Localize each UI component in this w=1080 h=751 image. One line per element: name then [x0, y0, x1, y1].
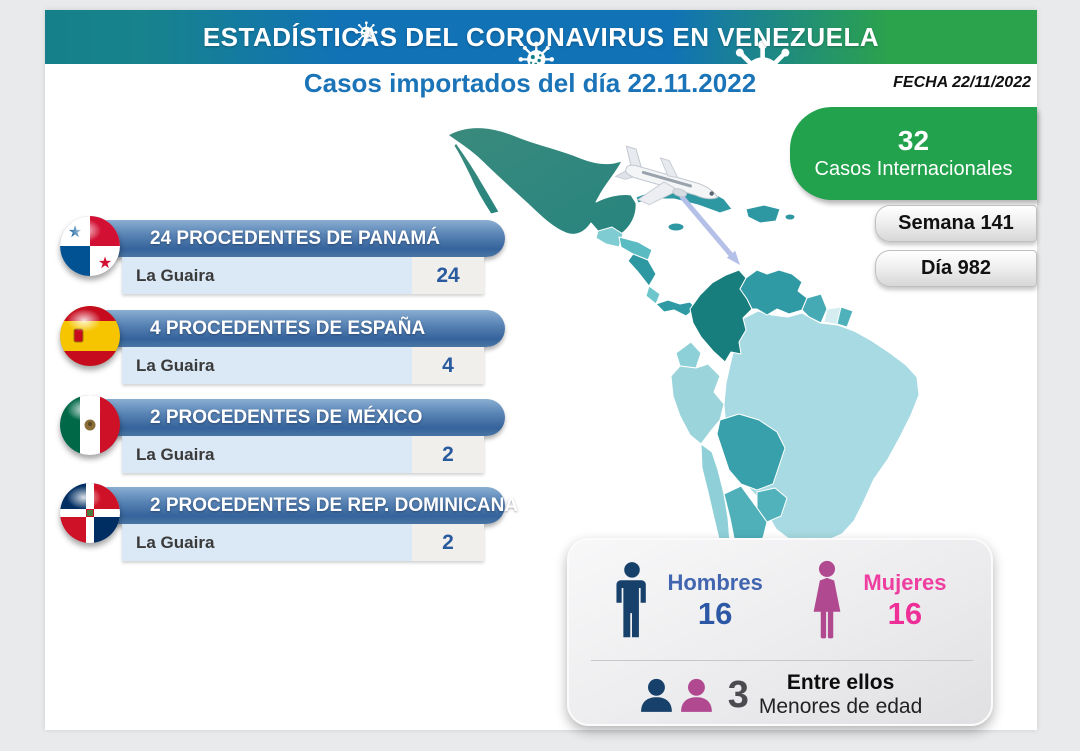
origin-title-bar: 24 PROCEDENTES DE PANAMÁ [100, 220, 505, 257]
origin-row-dominican-republic: 2 PROCEDENTES DE REP. DOMINICANA La Guai… [60, 483, 590, 565]
map-mexico [447, 127, 637, 238]
entry-row: La Guaira 24 [122, 257, 484, 294]
minors-line1: Entre ellos [786, 671, 895, 694]
divider [591, 660, 973, 661]
subtitle: Casos importados del día 22.11.2022 [303, 68, 757, 98]
map-colombia [689, 269, 753, 363]
minors-count: 3 [727, 674, 749, 716]
panama-flag-icon: ★ ★ [60, 216, 120, 276]
female-icon [813, 560, 841, 639]
entry-point-label: La Guaira [136, 265, 215, 285]
gender-row: Hombres 16 Mujeres 16 [569, 550, 991, 652]
spain-flag-icon [60, 306, 120, 366]
minors-row: 3 Entre ellos Menores de edad [569, 667, 991, 723]
men-count: 16 [697, 596, 733, 631]
arrow-icon [679, 194, 740, 265]
origin-title-bar: 2 PROCEDENTES DE REP. DOMINICANA [100, 487, 518, 524]
men-group: Hombres 16 [613, 560, 763, 642]
entry-point-label: La Guaira [136, 355, 215, 375]
week-badge: Semana 141 [875, 205, 1037, 242]
entry-count: 2 [412, 436, 484, 473]
svg-text:★: ★ [68, 224, 82, 241]
women-group: Mujeres 16 [807, 560, 946, 642]
airplane-icon [614, 145, 719, 206]
demographics-card: Hombres 16 Mujeres 16 [567, 538, 993, 726]
dominican-republic-flag-icon [60, 483, 120, 543]
minor-male-icon [640, 678, 712, 712]
page-title: ESTADÍSTICAS DEL CORONAVIRUS EN VENEZUEL… [202, 22, 880, 52]
entry-row: La Guaira 4 [122, 347, 484, 384]
entry-row: La Guaira 2 [122, 436, 484, 473]
entry-point-label: La Guaira [136, 532, 215, 552]
origin-row-panama: 24 PROCEDENTES DE PANAMÁ La Guaira 24 ★ … [60, 216, 590, 298]
minor-female-icon [680, 678, 712, 712]
svg-text:★: ★ [98, 255, 112, 272]
women-count: 16 [887, 596, 923, 631]
international-cases-label: Casos Internacionales [814, 157, 1013, 180]
date-label: FECHA 22/11/2022 [893, 74, 1031, 91]
latin-america-map [430, 113, 930, 544]
entry-count: 2 [412, 524, 484, 561]
entry-row: La Guaira 2 [122, 524, 484, 561]
entry-count: 24 [412, 257, 484, 294]
mexico-flag-icon [60, 395, 120, 455]
male-icon [616, 562, 647, 638]
day-badge: Día 982 [875, 250, 1037, 287]
entry-point-label: La Guaira [136, 444, 215, 464]
entry-count: 4 [412, 347, 484, 384]
women-label: Mujeres [863, 570, 947, 595]
header-band: ESTADÍSTICAS DEL CORONAVIRUS EN VENEZUEL… [45, 10, 1037, 64]
minors-line2: Menores de edad [758, 695, 923, 718]
origin-title-bar: 4 PROCEDENTES DE ESPAÑA [100, 310, 505, 347]
origin-row-mexico: 2 PROCEDENTES DE MÉXICO La Guaira 2 [60, 395, 590, 477]
infographic-content: ESTADÍSTICAS DEL CORONAVIRUS EN VENEZUEL… [45, 10, 1037, 730]
international-cases-count: 32 [897, 124, 930, 156]
origin-row-spain: 4 PROCEDENTES DE ESPAÑA La Guaira 4 [60, 306, 590, 388]
international-cases-box: 32 Casos Internacionales [790, 107, 1037, 200]
origin-title-bar: 2 PROCEDENTES DE MÉXICO [100, 399, 505, 436]
men-label: Hombres [667, 570, 763, 595]
